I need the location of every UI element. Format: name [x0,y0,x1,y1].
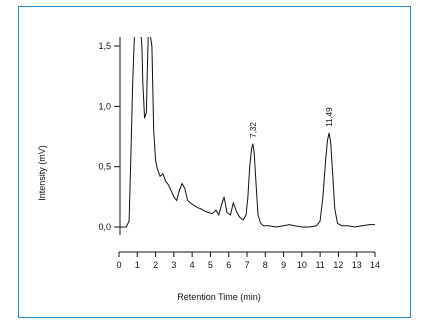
peak-label: 7,32 [249,122,258,138]
axes: 0,00,51,01,50 1 2 3 4 5 6 7 8 9 10 11 12 13 14 [98,37,380,270]
chart-frame: 0,0 0,5 1,0 1,5 0 1 2 3 4 5 6 7 8 9 10 11 12 13 14 7,32 11,… [18,6,411,318]
x-tick-label: 14 [370,260,380,270]
y-axis-title: Intensity (mV) [37,145,47,201]
x-tick-label: 3 [171,260,176,270]
y-tick-label: 1,0 [98,101,111,111]
y-tick-label: 0,5 [98,162,111,172]
x-tick-label: 0 [116,260,121,270]
labels-layer: 7,32 11,49 [249,107,334,138]
x-tick-label: 8 [263,260,268,270]
x-tick-label: 1 [135,260,140,270]
y-tick-label: 1,5 [98,41,111,51]
x-tick-label: 5 [208,260,213,270]
x-tick-label: 10 [297,260,307,270]
peak-label: 11,49 [325,107,334,127]
chromatogram-chart: 0,00,51,01,50 1 2 3 4 5 6 7 8 9 10 11 12 13 14 7,3211,… [37,37,380,302]
x-tick-label: 13 [352,260,362,270]
y-tick-label: 0,0 [98,222,111,232]
x-tick-label: 4 [190,260,195,270]
x-tick-label: 12 [333,260,343,270]
x-tick-label: 6 [226,260,231,270]
x-tick-label: 9 [281,260,286,270]
series-layer [119,37,375,228]
x-tick-label: 2 [153,260,158,270]
x-axis-title: Retention Time (min) [177,292,261,302]
series-line [119,37,375,228]
x-tick-label: 11 [315,260,324,270]
x-tick-label: 7 [244,260,249,270]
